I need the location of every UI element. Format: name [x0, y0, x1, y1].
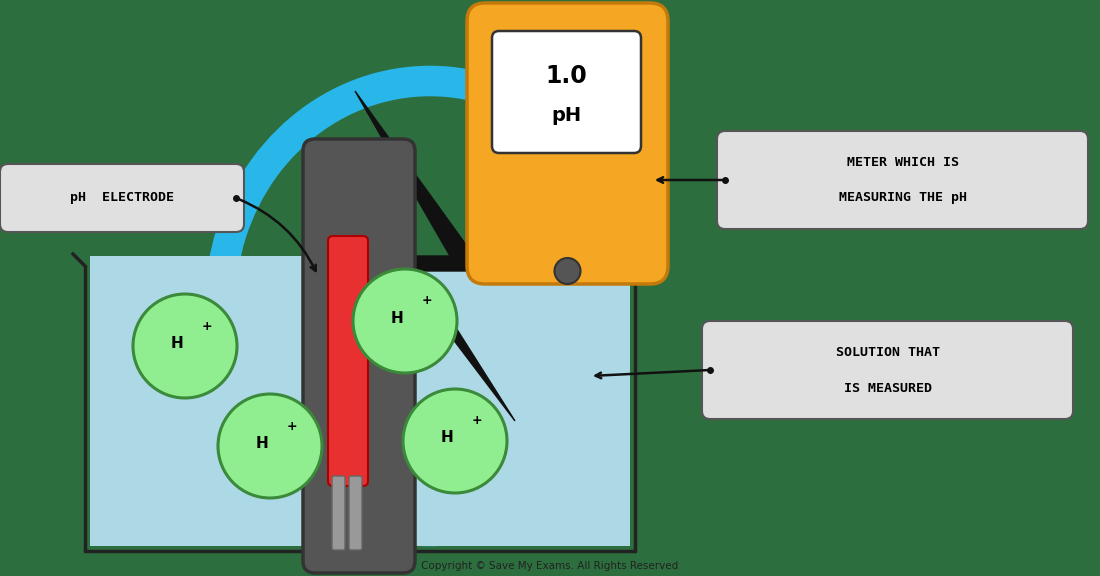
- FancyBboxPatch shape: [468, 3, 668, 284]
- FancyBboxPatch shape: [332, 476, 345, 550]
- Text: H: H: [255, 435, 268, 450]
- Text: METER WHICH IS: METER WHICH IS: [847, 157, 959, 169]
- Text: MEASURING THE pH: MEASURING THE pH: [839, 191, 967, 204]
- Text: pH  ELECTRODE: pH ELECTRODE: [70, 191, 174, 204]
- FancyBboxPatch shape: [328, 236, 369, 486]
- FancyBboxPatch shape: [302, 139, 415, 573]
- FancyBboxPatch shape: [349, 476, 362, 550]
- Text: H: H: [390, 310, 404, 325]
- FancyBboxPatch shape: [492, 31, 641, 153]
- Circle shape: [218, 394, 322, 498]
- Text: +: +: [472, 415, 482, 427]
- Text: H: H: [441, 430, 453, 445]
- Text: SOLUTION THAT: SOLUTION THAT: [836, 347, 940, 359]
- Text: pH: pH: [551, 106, 582, 125]
- Text: IS MEASURED: IS MEASURED: [844, 381, 932, 395]
- Polygon shape: [90, 256, 630, 546]
- Text: H: H: [170, 335, 184, 351]
- FancyBboxPatch shape: [717, 131, 1088, 229]
- FancyBboxPatch shape: [702, 321, 1072, 419]
- Circle shape: [403, 389, 507, 493]
- Circle shape: [133, 294, 236, 398]
- Circle shape: [554, 258, 581, 284]
- FancyBboxPatch shape: [0, 164, 244, 232]
- Text: +: +: [201, 320, 212, 332]
- Text: +: +: [421, 294, 432, 308]
- Polygon shape: [355, 91, 515, 421]
- Circle shape: [353, 269, 456, 373]
- Text: 1.0: 1.0: [546, 64, 587, 88]
- Text: +: +: [287, 419, 297, 433]
- Text: Copyright © Save My Exams. All Rights Reserved: Copyright © Save My Exams. All Rights Re…: [421, 561, 679, 571]
